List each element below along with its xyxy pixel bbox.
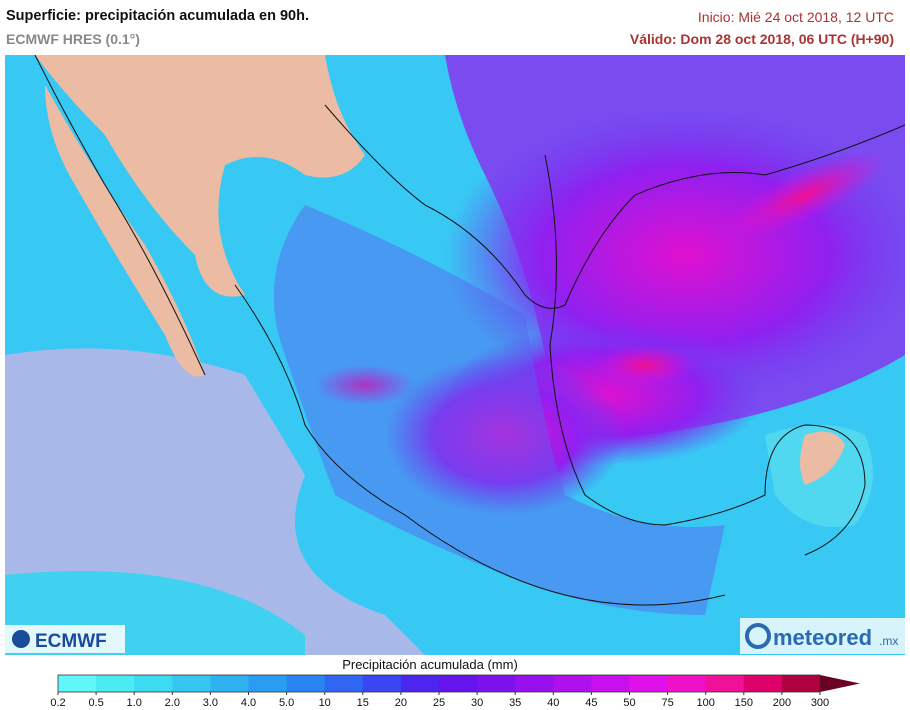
colorbar-segment: [286, 675, 326, 692]
valid-time: Válido: Dom 28 oct 2018, 06 UTC (H+90): [629, 31, 894, 47]
colorbar-label: 25: [433, 697, 445, 709]
mexico-rain: [273, 205, 725, 615]
colorbar-segment: [743, 675, 783, 692]
colorbar-label: 2.0: [165, 697, 180, 709]
border: [324, 104, 905, 309]
colorbar-label: 35: [509, 697, 521, 709]
colorbar-segment: [515, 675, 554, 692]
colorbar-segment: [400, 675, 440, 692]
colorbar-label: 50: [623, 697, 635, 709]
colorbar-segment: [362, 675, 402, 692]
ecmwf-logo: ECMWF: [35, 631, 107, 652]
colorbar-segment: [324, 675, 364, 692]
colorbar-segment: [439, 675, 478, 692]
colorbar-label: 20: [395, 697, 407, 709]
coastline: [34, 55, 866, 606]
model-label: ECMWF HRES (0.1°): [6, 31, 140, 47]
meteored-logo-icon: [745, 623, 771, 649]
colorbar-label: 200: [773, 697, 791, 709]
colorbar-segment: [477, 675, 516, 692]
colorbar-label: 0.2: [50, 697, 65, 709]
colorbar-arrow: [820, 675, 860, 692]
baja-california: [45, 85, 205, 377]
colorbar-segment: [781, 675, 821, 692]
rain-max: [595, 345, 695, 385]
meteored-logo: meteored: [773, 625, 872, 650]
colorbar-label: 40: [547, 697, 559, 709]
colorbar: Precipitación acumulada (mm) 0.2 0.5 1.0 2.…: [50, 657, 860, 709]
colorbar-segment: [629, 675, 669, 692]
land-northwest: [35, 55, 365, 297]
meteored-suffix: .mx: [879, 634, 898, 648]
rain-max-2: [722, 150, 888, 240]
colorbar-segment: [96, 675, 135, 692]
colorbar-segment: [248, 675, 288, 692]
colorbar-segment: [553, 675, 592, 692]
rain-max-3: [315, 365, 415, 405]
colorbar-segment: [134, 675, 173, 692]
init-time: Inicio: Mié 24 oct 2018, 12 UTC: [697, 9, 894, 25]
colorbar-title: Precipitación acumulada (mm): [342, 657, 518, 672]
yucatan-land: [800, 431, 845, 485]
colorbar-label: 5.0: [279, 697, 294, 709]
colorbar-segment: [210, 675, 249, 692]
colorbar-segment: [705, 675, 745, 692]
title: Superficie: precipitación acumulada en 9…: [6, 8, 309, 24]
colorbar-label: 1.0: [127, 697, 142, 709]
colorbar-label: 45: [585, 697, 597, 709]
colorbar-label: 3.0: [203, 697, 218, 709]
colorbar-label: 75: [661, 697, 673, 709]
colorbar-label: 15: [357, 697, 369, 709]
colorbar-label: 0.5: [88, 697, 103, 709]
map: ECMWF meteored .mx: [5, 55, 905, 655]
colorbar-segment: [172, 675, 211, 692]
colorbar-label: 300: [811, 697, 829, 709]
ecmwf-logo-icon: [12, 630, 30, 648]
colorbar-label: 100: [697, 697, 715, 709]
colorbar-label: 30: [471, 697, 483, 709]
colorbar-label: 4.0: [241, 697, 256, 709]
colorbar-label: 10: [319, 697, 331, 709]
colorbar-label: 150: [735, 697, 753, 709]
colorbar-segment: [667, 675, 707, 692]
colorbar-segment: [58, 675, 97, 692]
central-rain: [385, 355, 625, 515]
colorbar-segment: [591, 675, 630, 692]
